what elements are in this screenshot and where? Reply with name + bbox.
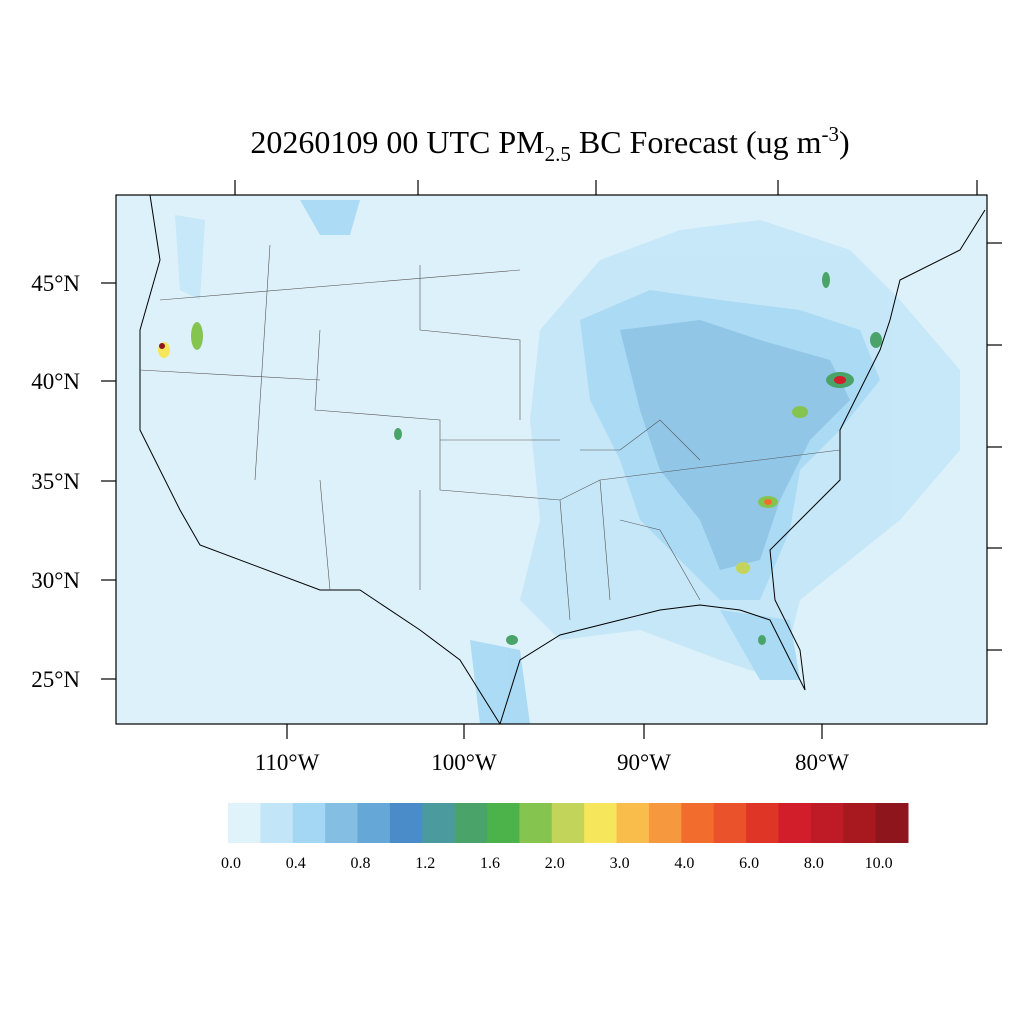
colorbar-label: 0.4 (286, 855, 306, 872)
colorbar-label: 1.6 (480, 855, 500, 872)
colorbar: 0.0 0.4 0.8 1.2 1.6 2.0 3.0 4.0 6.0 8.0 10.0 (221, 803, 909, 872)
colorbar-box (422, 803, 456, 843)
longitude-label: 80°W (795, 750, 849, 775)
map-frame (115, 194, 988, 725)
title-main: 20260109 00 UTC PM (250, 124, 544, 160)
colorbar-label: 0.8 (351, 855, 371, 872)
title-subscript: 2.5 (545, 142, 571, 166)
colorbar-box (843, 803, 877, 843)
longitude-label: 110°W (255, 750, 320, 775)
latitude-label: 40°N (31, 369, 80, 394)
colorbar-box (810, 803, 844, 843)
colorbar-box (228, 803, 261, 843)
title: 20260109 00 UTC PM2.5 BC Forecast (ug m-… (250, 122, 849, 166)
colorbar-box (584, 803, 618, 843)
longitude-labels: 110°W 100°W 90°W 80°W (255, 750, 850, 775)
colorbar-label: 6.0 (739, 855, 759, 872)
colorbar-label: 3.0 (610, 855, 630, 872)
colorbar-label: 1.2 (415, 855, 435, 872)
colorbar-label: 4.0 (674, 855, 694, 872)
latitude-label: 25°N (31, 667, 80, 692)
colorbar-label: 0.0 (221, 855, 241, 872)
latitude-labels: 45°N 40°N 35°N 30°N 25°N (31, 271, 80, 692)
hotspots (158, 272, 882, 645)
colorbar-box (292, 803, 326, 843)
colorbar-box (260, 803, 294, 843)
colorbar-box (325, 803, 359, 843)
colorbar-box (389, 803, 423, 843)
colorbar-box (681, 803, 715, 843)
colorbar-label: 2.0 (545, 855, 565, 872)
longitude-label: 100°W (431, 750, 497, 775)
colorbar-box (648, 803, 682, 843)
latitude-label: 30°N (31, 568, 80, 593)
state-borders (139, 244, 841, 621)
colorbar-box (713, 803, 747, 843)
concentration-field (175, 200, 960, 724)
colorbar-box (487, 803, 520, 843)
colorbar-box (616, 803, 650, 843)
colorbar-box (357, 803, 391, 843)
frame-ticks (101, 180, 1002, 739)
longitude-label: 90°W (617, 750, 671, 775)
title-superscript: -3 (821, 122, 839, 146)
colorbar-box (454, 803, 488, 843)
title-end: ) (839, 124, 850, 160)
colorbar-box (875, 803, 909, 843)
colorbar-box (778, 803, 812, 843)
colorbar-label: 10.0 (865, 855, 893, 872)
coastline (139, 194, 986, 725)
map (101, 180, 1002, 739)
colorbar-label: 8.0 (804, 855, 824, 872)
latitude-label: 35°N (31, 469, 80, 494)
colorbar-box (519, 803, 553, 843)
colorbar-box (551, 803, 585, 843)
latitude-label: 45°N (31, 271, 80, 296)
colorbar-box (746, 803, 779, 843)
title-middle: BC Forecast (ug m (571, 124, 822, 160)
